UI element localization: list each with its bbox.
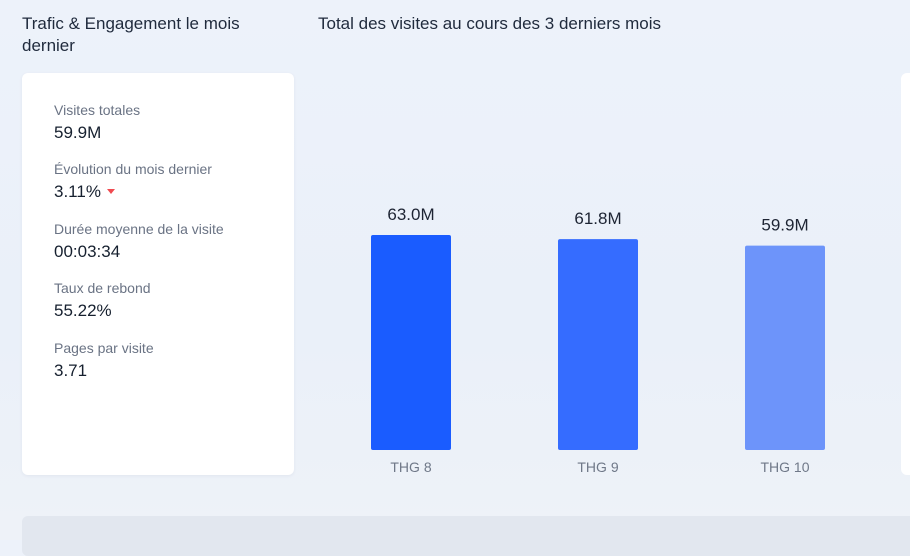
metric-avg-visit-duration: Durée moyenne de la visite 00:03:34 xyxy=(54,220,224,263)
x-tick-label: THG 9 xyxy=(577,459,618,475)
metric-pages-per-visit: Pages par visite 3.71 xyxy=(54,339,154,382)
metric-label: Durée moyenne de la visite xyxy=(54,221,224,237)
metric-value: 55.22% xyxy=(54,301,112,320)
bar-value-label: 61.8M xyxy=(574,209,621,228)
bar-value-label: 59.9M xyxy=(761,216,808,235)
metrics-card: Visites totales 59.9M Évolution du mois … xyxy=(22,73,294,475)
chart-title: Total des visites au cours des 3 dernier… xyxy=(318,14,661,33)
visits-bar-chart: 63.0M THG 8 61.8M THG 9 59.9M THG 10 xyxy=(371,205,825,475)
engagement-section-title: Trafic & Engagement le mois dernier xyxy=(22,14,240,55)
bar-2[interactable] xyxy=(558,239,638,450)
metric-monthly-change: Évolution du mois dernier 3.11% xyxy=(54,160,212,203)
metric-value: 3.11% xyxy=(54,182,101,201)
next-panel-edge xyxy=(901,73,910,475)
metric-label: Pages par visite xyxy=(54,340,154,356)
metric-value: 59.9M xyxy=(54,123,102,142)
metric-label: Taux de rebond xyxy=(54,280,151,296)
metric-label: Évolution du mois dernier xyxy=(54,161,212,177)
metric-label: Visites totales xyxy=(54,102,141,118)
metric-bounce-rate: Taux de rebond 55.22% xyxy=(54,279,151,322)
bar-1[interactable] xyxy=(371,235,451,450)
metric-value: 00:03:34 xyxy=(54,242,121,261)
bottom-panel-edge xyxy=(22,516,910,556)
bar-3[interactable] xyxy=(745,245,825,450)
trend-down-icon xyxy=(106,189,115,195)
metric-total-visits: Visites totales 59.9M xyxy=(54,101,140,144)
metric-value: 3.71 xyxy=(54,361,88,380)
x-tick-label: THG 8 xyxy=(390,459,431,475)
x-tick-label: THG 10 xyxy=(760,459,809,475)
bar-value-label: 63.0M xyxy=(387,205,434,224)
metric-value-row: 3.11% xyxy=(54,181,212,203)
